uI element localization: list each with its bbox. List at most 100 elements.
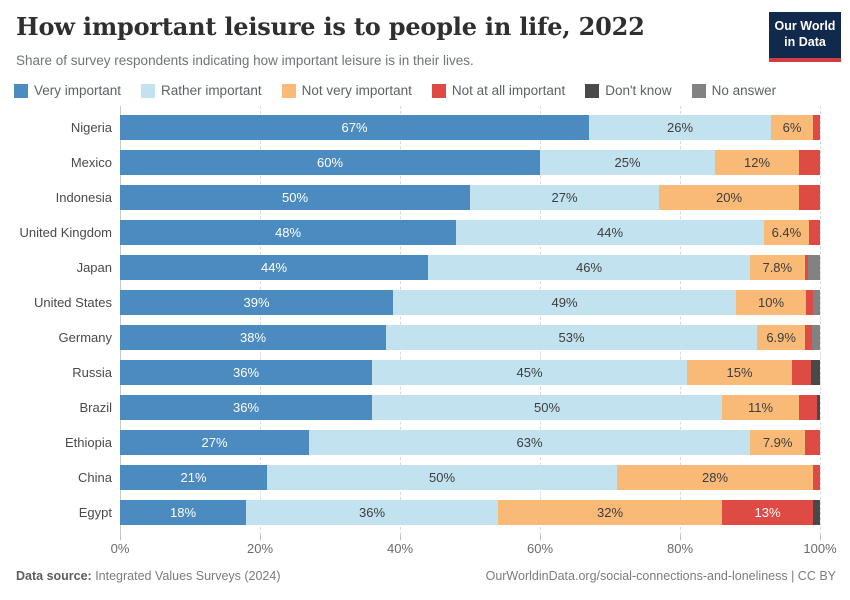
bar-row-nigeria: Nigeria 67% 26% 6% <box>0 110 850 145</box>
bar-value-label: 36% <box>358 505 386 520</box>
country-label[interactable]: Russia <box>72 365 112 380</box>
bar-segment-no-answer[interactable] <box>811 325 820 350</box>
x-axis-label-60%: 60% <box>526 541 554 556</box>
bar-segment-rather-important[interactable]: 26% <box>589 115 771 140</box>
bar-segment-rather-important[interactable]: 25% <box>540 150 715 175</box>
bar-segment-very-important[interactable]: 36% <box>120 395 372 420</box>
bar-segment-rather-important[interactable]: 50% <box>372 395 722 420</box>
bar-value-label: 48% <box>274 225 302 240</box>
legend-label: Don't know <box>605 83 672 98</box>
bar-segment-rather-important[interactable]: 53% <box>386 325 757 350</box>
bar-segment-not-very-important[interactable]: 6.4% <box>764 220 809 245</box>
bar-value-label: 45% <box>516 365 543 380</box>
bar-segment-not-at-all-important[interactable] <box>804 255 809 280</box>
bar-segment-very-important[interactable]: 67% <box>120 115 589 140</box>
country-label[interactable]: Brazil <box>79 400 112 415</box>
bar-segment-not-at-all-important[interactable] <box>813 115 820 140</box>
bar-segment-very-important[interactable]: 18% <box>120 500 246 525</box>
bar-value-label: 6.4% <box>771 225 802 240</box>
bar-row-mexico: Mexico 60% 25% 12% <box>0 145 850 180</box>
country-label[interactable]: Japan <box>76 260 112 275</box>
country-label[interactable]: Egypt <box>78 505 112 520</box>
bar-row-egypt: Egypt 18% 36% 32% 13% <box>0 495 850 530</box>
bar-segment-rather-important[interactable]: 44% <box>456 220 764 245</box>
bar-segment-not-at-all-important[interactable] <box>792 360 811 385</box>
country-label[interactable]: China <box>78 470 112 485</box>
legend-item-not-at-all-important[interactable]: Not at all important <box>431 83 565 98</box>
bar-value-label: 28% <box>701 470 729 485</box>
bar-segment-rather-important[interactable]: 45% <box>372 360 687 385</box>
legend-item-not-very-important[interactable]: Not very important <box>281 83 412 98</box>
bar-segment-very-important[interactable]: 44% <box>120 255 428 280</box>
bar-value-label: 7.9% <box>762 435 793 450</box>
chart-subtitle: Share of survey respondents indicating h… <box>16 53 474 68</box>
bar-segment-not-at-all-important[interactable]: 13% <box>722 500 813 525</box>
bar-segment-very-important[interactable]: 39% <box>120 290 393 315</box>
bar-segment-don-t-know[interactable] <box>816 395 820 420</box>
bar-segment-not-at-all-important[interactable] <box>799 150 820 175</box>
bar-segment-very-important[interactable]: 50% <box>120 185 470 210</box>
bar-segment-rather-important[interactable]: 27% <box>470 185 659 210</box>
bar-segment-not-very-important[interactable]: 15% <box>687 360 792 385</box>
legend-swatch-not-very-important <box>281 83 296 98</box>
bar-segment-not-very-important[interactable]: 6.9% <box>757 325 806 350</box>
bar-value-label: 60% <box>316 155 344 170</box>
legend-item-rather-important[interactable]: Rather important <box>141 83 262 98</box>
bar-segment-rather-important[interactable]: 36% <box>246 500 498 525</box>
bar-segment-not-very-important[interactable]: 7.9% <box>750 430 806 455</box>
bar-segment-no-answer[interactable] <box>813 290 820 315</box>
bar-segment-very-important[interactable]: 60% <box>120 150 540 175</box>
bar-value-label: 13% <box>754 505 781 520</box>
bar-segment-don-t-know[interactable] <box>810 360 820 385</box>
bar-segment-no-answer[interactable] <box>808 255 820 280</box>
country-label[interactable]: United States <box>33 295 112 310</box>
legend-item-don-t-know[interactable]: Don't know <box>585 83 672 98</box>
data-source-label: Data source: <box>16 569 92 583</box>
bar-segment-not-at-all-important[interactable] <box>799 395 817 420</box>
country-label[interactable]: Mexico <box>70 155 112 170</box>
bar-segment-rather-important[interactable]: 63% <box>309 430 750 455</box>
bar-segment-don-t-know[interactable] <box>813 500 820 525</box>
bar-segment-not-very-important[interactable]: 7.8% <box>750 255 805 280</box>
country-label[interactable]: Nigeria <box>70 120 112 135</box>
bar-value-label: 25% <box>614 155 641 170</box>
bar-segment-very-important[interactable]: 27% <box>120 430 309 455</box>
bar-segment-rather-important[interactable]: 46% <box>428 255 750 280</box>
bar-segment-very-important[interactable]: 38% <box>120 325 386 350</box>
bar-segment-very-important[interactable]: 21% <box>120 465 267 490</box>
bar-segment-not-very-important[interactable]: 6% <box>771 115 813 140</box>
bar-segment-very-important[interactable]: 48% <box>120 220 456 245</box>
bar-segment-not-at-all-important[interactable] <box>806 290 813 315</box>
bar-segment-rather-important[interactable]: 50% <box>267 465 617 490</box>
bar-segment-not-very-important[interactable]: 20% <box>659 185 799 210</box>
country-label[interactable]: Ethiopia <box>65 435 112 450</box>
bar-value-label: 36% <box>232 400 260 415</box>
bar-segment-not-at-all-important[interactable] <box>808 220 820 245</box>
bar-segment-not-at-all-important[interactable] <box>805 430 820 455</box>
country-label[interactable]: Indonesia <box>55 190 112 205</box>
bar-segment-not-very-important[interactable]: 10% <box>736 290 806 315</box>
country-label[interactable]: United Kingdom <box>19 225 113 240</box>
x-axis-label-100%: 100% <box>803 541 837 556</box>
country-label[interactable]: Germany <box>58 330 112 345</box>
bar-segment-not-at-all-important[interactable] <box>813 465 820 490</box>
bar-segment-not-very-important[interactable]: 32% <box>498 500 722 525</box>
bar-segment-rather-important[interactable]: 49% <box>393 290 736 315</box>
bar-track: 60% 25% 12% <box>120 150 822 175</box>
bar-value-label: 46% <box>575 260 603 275</box>
legend-item-very-important[interactable]: Very important <box>14 83 121 98</box>
bar-segment-not-very-important[interactable]: 11% <box>722 395 799 420</box>
bar-segment-not-at-all-important[interactable] <box>805 325 812 350</box>
bar-value-label: 20% <box>715 190 743 205</box>
bar-value-label: 44% <box>596 225 624 240</box>
bar-segment-not-very-important[interactable]: 12% <box>715 150 799 175</box>
bar-segment-not-very-important[interactable]: 28% <box>617 465 813 490</box>
legend-item-no-answer[interactable]: No answer <box>691 83 776 98</box>
bar-segment-not-at-all-important[interactable] <box>799 185 820 210</box>
bar-segment-very-important[interactable]: 36% <box>120 360 372 385</box>
bar-row-brazil: Brazil 36% 50% 11% <box>0 390 850 425</box>
footer-citation[interactable]: OurWorldinData.org/social-connections-an… <box>485 569 836 583</box>
bar-value-label: 11% <box>747 400 774 415</box>
owid-logo: Our World in Data <box>769 12 841 62</box>
